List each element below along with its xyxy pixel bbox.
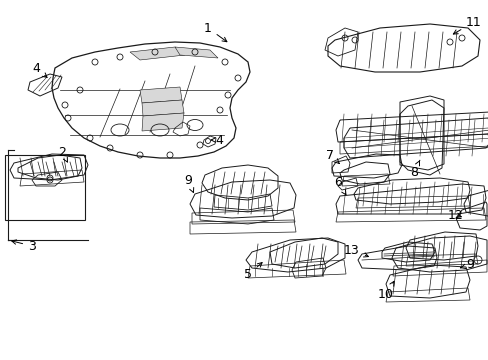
Text: 9: 9 xyxy=(460,258,473,271)
Polygon shape xyxy=(175,47,218,58)
Text: 4: 4 xyxy=(211,134,223,147)
Text: 6: 6 xyxy=(333,176,345,195)
Text: 5: 5 xyxy=(244,262,262,282)
Text: 10: 10 xyxy=(377,281,393,302)
Text: 2: 2 xyxy=(58,145,67,162)
Text: 3: 3 xyxy=(12,239,36,252)
Text: 9: 9 xyxy=(183,174,193,193)
Text: 1: 1 xyxy=(203,22,226,42)
Text: 4: 4 xyxy=(32,62,47,77)
Polygon shape xyxy=(130,47,184,60)
Polygon shape xyxy=(142,100,183,116)
Text: 8: 8 xyxy=(409,160,419,179)
Text: 13: 13 xyxy=(344,243,367,257)
Polygon shape xyxy=(142,113,183,131)
Polygon shape xyxy=(140,87,182,103)
Text: 7: 7 xyxy=(325,149,339,163)
Text: 11: 11 xyxy=(452,15,481,34)
Text: 12: 12 xyxy=(447,208,463,221)
